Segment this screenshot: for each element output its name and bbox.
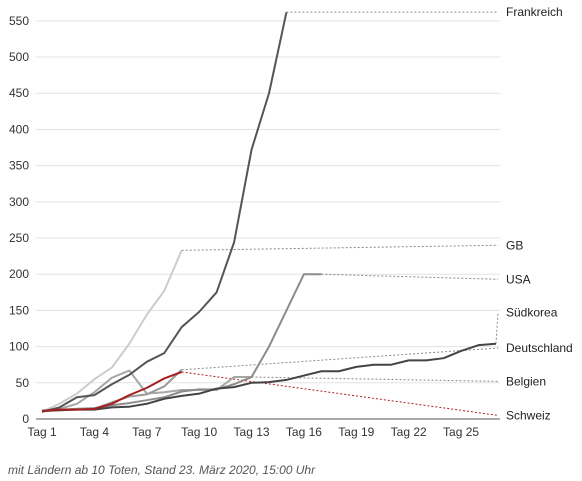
series-label-suedkorea: Südkorea [506,306,558,320]
footnote: mit Ländern ab 10 Toten, Stand 23. März … [8,463,316,477]
y-tick-label-400: 400 [9,122,29,136]
series-line-frankreich [41,11,288,413]
series-label-usa: USA [506,272,531,286]
connector-gb [181,244,499,251]
x-tick-label-tag-19: Tag 19 [338,425,374,439]
x-tick-label-tag-1: Tag 1 [27,425,57,439]
connector-usa [321,273,499,280]
y-tick-label-0: 0 [22,412,29,426]
y-tick-label-150: 150 [9,303,29,317]
y-tick-label-100: 100 [9,340,29,354]
x-tick-label-tag-22: Tag 22 [391,425,427,439]
y-tick-label-250: 250 [9,231,29,245]
x-tick-label-tag-10: Tag 10 [181,425,217,439]
x-tick-label-tag-13: Tag 13 [234,425,270,439]
series-line-gb [41,249,183,413]
connector-deutschland [181,347,499,371]
x-axis-ticks: Tag 1 Tag 4 Tag 7 Tag 10 Tag 13 Tag 16 Tag 19 T… [27,425,479,439]
x-tick-label-tag-25: Tag 25 [443,425,479,439]
series-line-suedkorea [41,342,497,413]
y-tick-label-200: 200 [9,267,29,281]
connector-suedkorea [495,312,499,344]
y-tick-label-50: 50 [16,376,30,390]
x-tick-label-tag-7: Tag 7 [132,425,162,439]
series-line-usa [41,273,322,413]
series-labels: GB Belgien Deutschland USA Südkorea Frankreic… [506,5,573,422]
y-tick-label-500: 500 [9,50,29,64]
series-label-deutschland: Deutschland [506,341,573,355]
y-tick-label-300: 300 [9,195,29,209]
series-label-belgien: Belgien [506,374,546,388]
series-label-schweiz: Schweiz [506,408,551,422]
label-connectors [181,11,499,416]
series-label-gb: GB [506,238,523,252]
y-tick-label-350: 350 [9,159,29,173]
series-label-frankreich: Frankreich [506,5,563,19]
grid [36,20,500,384]
x-tick-label-tag-4: Tag 4 [80,425,110,439]
series-line-belgien [41,369,252,413]
x-tick-label-tag-16: Tag 16 [286,425,322,439]
y-tick-label-550: 550 [9,14,29,28]
connector-schweiz [181,371,499,416]
y-axis-ticks: 0 50 100 150 200 250 300 350 400 450 500 550 [9,14,29,426]
series-lines [41,11,497,413]
y-tick-label-450: 450 [9,86,29,100]
series-line-schweiz [41,371,183,413]
